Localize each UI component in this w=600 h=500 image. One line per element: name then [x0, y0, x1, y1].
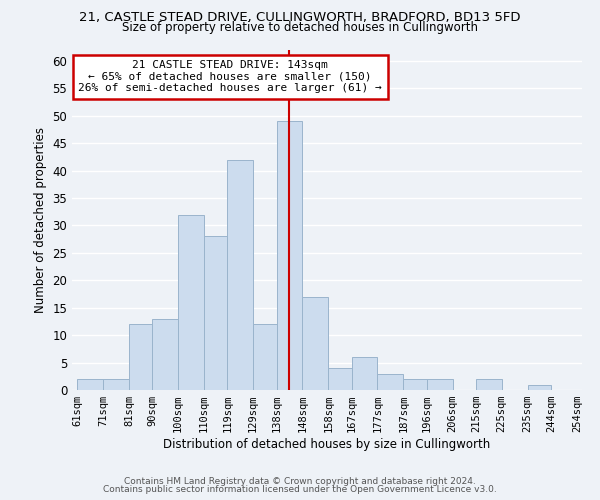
- Text: Size of property relative to detached houses in Cullingworth: Size of property relative to detached ho…: [122, 21, 478, 34]
- Bar: [328, 368, 352, 390]
- Text: 21 CASTLE STEAD DRIVE: 143sqm
← 65% of detached houses are smaller (150)
26% of : 21 CASTLE STEAD DRIVE: 143sqm ← 65% of d…: [78, 60, 382, 94]
- X-axis label: Distribution of detached houses by size in Cullingworth: Distribution of detached houses by size …: [163, 438, 491, 451]
- Bar: [476, 379, 502, 390]
- Bar: [77, 379, 103, 390]
- Bar: [352, 357, 377, 390]
- Bar: [403, 379, 427, 390]
- Bar: [152, 318, 178, 390]
- Bar: [377, 374, 403, 390]
- Y-axis label: Number of detached properties: Number of detached properties: [34, 127, 47, 313]
- Bar: [204, 236, 227, 390]
- Text: Contains HM Land Registry data © Crown copyright and database right 2024.: Contains HM Land Registry data © Crown c…: [124, 477, 476, 486]
- Bar: [253, 324, 277, 390]
- Bar: [302, 297, 328, 390]
- Bar: [129, 324, 152, 390]
- Text: Contains public sector information licensed under the Open Government Licence v3: Contains public sector information licen…: [103, 485, 497, 494]
- Bar: [103, 379, 129, 390]
- Text: 21, CASTLE STEAD DRIVE, CULLINGWORTH, BRADFORD, BD13 5FD: 21, CASTLE STEAD DRIVE, CULLINGWORTH, BR…: [79, 11, 521, 24]
- Bar: [427, 379, 452, 390]
- Bar: [227, 160, 253, 390]
- Bar: [277, 122, 302, 390]
- Bar: [527, 384, 551, 390]
- Bar: [178, 214, 204, 390]
